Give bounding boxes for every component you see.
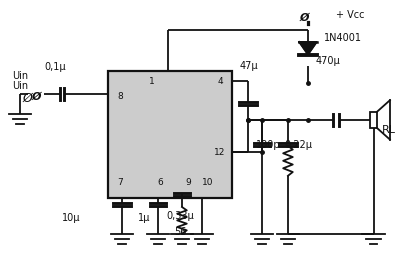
Text: 47μ: 47μ: [240, 61, 258, 71]
Text: Ø: Ø: [22, 91, 32, 104]
Text: 8: 8: [117, 92, 123, 101]
Text: 10μ: 10μ: [62, 213, 80, 224]
Text: 10: 10: [202, 178, 214, 187]
Text: 1μ: 1μ: [138, 213, 150, 224]
Bar: [370, 112, 377, 128]
Text: 1: 1: [149, 77, 155, 86]
Text: Uin: Uin: [12, 71, 28, 81]
Text: RL: RL: [382, 124, 396, 135]
Polygon shape: [299, 42, 317, 55]
Text: 7: 7: [117, 178, 123, 187]
Bar: [108, 71, 232, 198]
Text: 6: 6: [157, 178, 163, 187]
Text: + Vcc: + Vcc: [336, 10, 364, 20]
Text: 1N4001: 1N4001: [324, 33, 362, 43]
Text: 9: 9: [185, 178, 191, 187]
Text: Ø: Ø: [31, 91, 41, 102]
Text: Ø: Ø: [299, 13, 309, 23]
Text: 12: 12: [214, 148, 226, 157]
Text: 470μ: 470μ: [316, 56, 341, 66]
Text: 0,33μ: 0,33μ: [166, 211, 194, 221]
Text: 100p: 100p: [256, 140, 280, 150]
Text: Uin: Uin: [12, 81, 28, 91]
Text: 0,22μ: 0,22μ: [284, 140, 312, 150]
Text: 0,1μ: 0,1μ: [44, 62, 66, 72]
Text: 56: 56: [174, 227, 186, 237]
Text: 4: 4: [217, 77, 223, 86]
